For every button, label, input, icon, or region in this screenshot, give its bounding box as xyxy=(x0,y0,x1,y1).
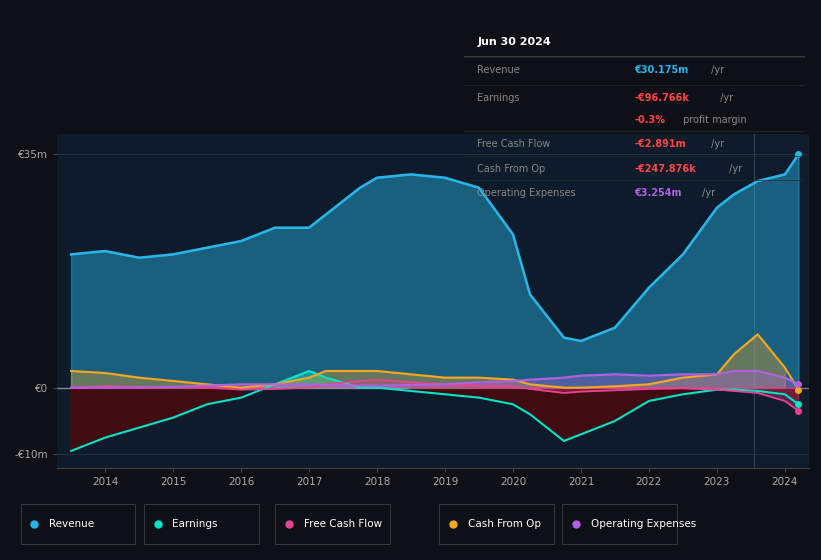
Text: /yr: /yr xyxy=(699,188,715,198)
Text: Jun 30 2024: Jun 30 2024 xyxy=(478,37,551,47)
Text: €3.254m: €3.254m xyxy=(635,188,681,198)
Text: /yr: /yr xyxy=(708,138,724,148)
Text: Revenue: Revenue xyxy=(49,519,94,529)
Text: /yr: /yr xyxy=(717,93,733,103)
Text: €30.175m: €30.175m xyxy=(635,65,689,75)
Text: Earnings: Earnings xyxy=(172,519,218,529)
Text: -€2.891m: -€2.891m xyxy=(635,138,686,148)
Text: /yr: /yr xyxy=(727,165,742,174)
Text: -€247.876k: -€247.876k xyxy=(635,165,696,174)
Text: -€96.766k: -€96.766k xyxy=(635,93,689,103)
Text: Revenue: Revenue xyxy=(478,65,521,75)
Text: /yr: /yr xyxy=(708,65,724,75)
Bar xyxy=(754,134,809,468)
Text: Free Cash Flow: Free Cash Flow xyxy=(304,519,382,529)
Text: Operating Expenses: Operating Expenses xyxy=(591,519,696,529)
Text: Operating Expenses: Operating Expenses xyxy=(478,188,576,198)
Text: -0.3%: -0.3% xyxy=(635,115,665,125)
Text: Earnings: Earnings xyxy=(478,93,520,103)
Text: Cash From Op: Cash From Op xyxy=(478,165,546,174)
Text: profit margin: profit margin xyxy=(681,115,747,125)
Text: Cash From Op: Cash From Op xyxy=(468,519,541,529)
Text: Free Cash Flow: Free Cash Flow xyxy=(478,138,551,148)
